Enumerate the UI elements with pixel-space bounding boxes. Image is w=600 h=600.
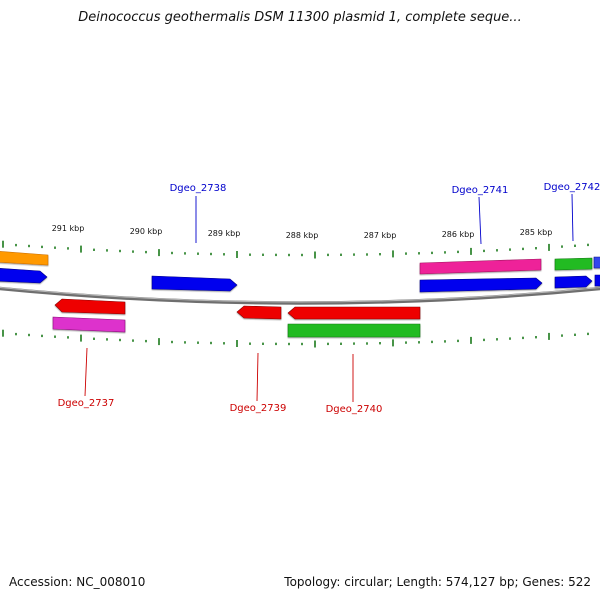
gene-blue[interactable]: [151, 275, 238, 292]
topology-summary: Topology: circular; Length: 574,127 bp; …: [284, 575, 591, 589]
gene-label[interactable]: Dgeo_2740: [326, 404, 383, 415]
plasmid-backbone-highlight: [0, 286, 600, 303]
gene-blue-edge[interactable]: [594, 274, 600, 287]
leader-line: [571, 193, 574, 242]
map-title: Deinococcus geothermalis DSM 11300 plasm…: [78, 10, 522, 25]
gene-blue[interactable]: [554, 275, 593, 289]
gene-label[interactable]: Dgeo_2742: [544, 182, 600, 193]
gene-blue[interactable]: [419, 277, 543, 293]
gene-labels: Dgeo_2738 Dgeo_2741 Dgeo_2742 Dgeo_2737 …: [58, 182, 600, 415]
gene-blue-edge[interactable]: [593, 256, 600, 269]
kbp-labels: 291 kbp 290 kbp 289 kbp 288 kbp 287 kbp …: [52, 224, 553, 240]
kbp-label: 285 kbp: [520, 228, 553, 237]
gene-red[interactable]: [54, 298, 126, 315]
leader-line: [256, 352, 259, 402]
gene-green[interactable]: [554, 257, 593, 271]
kbp-label: 288 kbp: [286, 231, 319, 240]
ticks-forward: [2, 240, 589, 259]
plasmid-backbone: [0, 286, 600, 305]
gene-label[interactable]: Dgeo_2739: [230, 403, 287, 414]
kbp-label: 286 kbp: [442, 230, 475, 239]
accession-text: Accession: NC_008010: [9, 575, 146, 589]
gene-blue[interactable]: [0, 268, 48, 284]
leader-lines: [84, 193, 574, 402]
kbp-label: 291 kbp: [52, 224, 85, 233]
gene-pink[interactable]: [419, 258, 542, 275]
reverse-genes: [52, 298, 421, 338]
forward-genes: [0, 251, 600, 293]
kbp-label: 287 kbp: [364, 231, 397, 240]
kbp-label: 289 kbp: [208, 229, 241, 238]
ticks-reverse: [2, 329, 589, 348]
gene-magenta[interactable]: [52, 316, 126, 333]
gene-label[interactable]: Dgeo_2741: [452, 185, 509, 196]
gene-red[interactable]: [236, 305, 282, 320]
leader-line: [478, 196, 482, 245]
kbp-label: 290 kbp: [130, 227, 163, 236]
gene-orange[interactable]: [0, 251, 49, 266]
leader-line: [84, 347, 88, 397]
gene-label[interactable]: Dgeo_2737: [58, 398, 115, 409]
gene-label[interactable]: Dgeo_2738: [170, 183, 227, 194]
gene-red[interactable]: [287, 306, 421, 320]
gene-green[interactable]: [287, 323, 421, 338]
